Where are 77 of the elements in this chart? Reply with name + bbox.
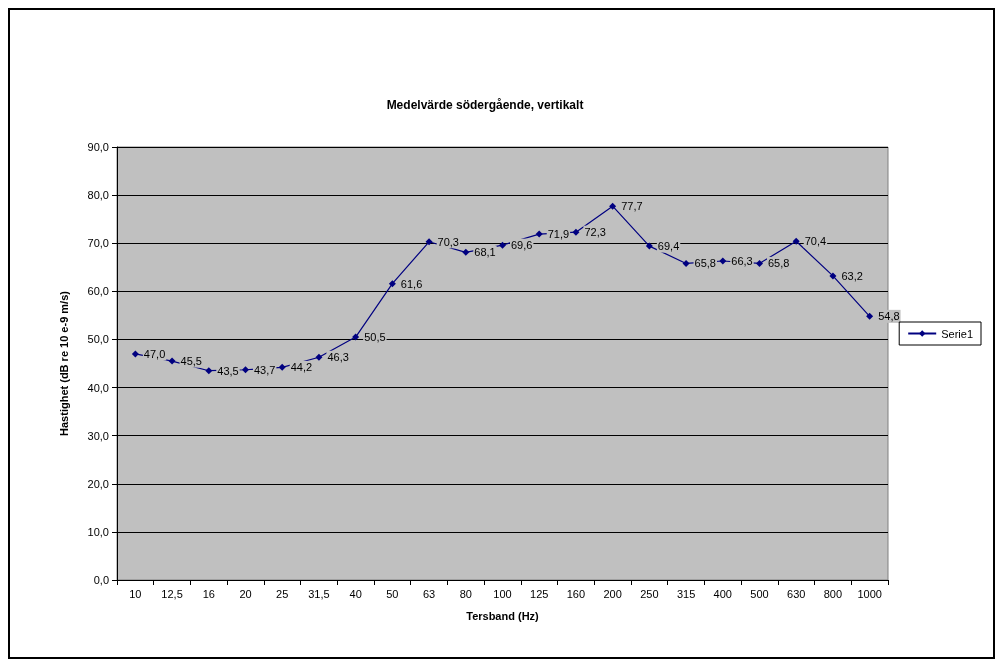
data-label: 43,5 — [217, 364, 239, 377]
x-tick-label: 63 — [422, 587, 436, 600]
x-tick-label: 1000 — [857, 587, 882, 600]
y-tick-label: 60,0 — [87, 285, 109, 298]
y-tick-label: 50,0 — [87, 333, 109, 346]
legend-label: Serie1 — [941, 327, 973, 340]
data-label: 47,0 — [143, 347, 166, 360]
point — [168, 357, 176, 365]
x-tick-label: 25 — [276, 587, 289, 600]
x-tick-label: 80 — [459, 587, 472, 600]
x-tick-label: 800 — [823, 587, 843, 600]
y-tick-label: 70,0 — [87, 237, 109, 250]
point — [535, 230, 543, 238]
x-tick-label: 40 — [349, 587, 362, 600]
point — [572, 228, 580, 236]
x-tick-label: 125 — [530, 587, 549, 600]
x-tick-label: 50 — [386, 587, 399, 600]
y-axis-title: Hastighet (dB re 10 e-9 m/s) — [57, 290, 70, 436]
point — [205, 367, 213, 375]
x-tick-label: 200 — [603, 587, 622, 600]
data-label: 44,2 — [290, 361, 313, 374]
point — [425, 238, 433, 246]
data-label: 69,4 — [657, 240, 680, 253]
x-tick-label: 16 — [202, 587, 215, 600]
data-label: 66,3 — [731, 255, 753, 268]
y-tick-label: 20,0 — [87, 477, 109, 490]
x-tick-label: 400 — [713, 587, 732, 600]
point — [682, 259, 690, 267]
x-tick-label: 10 — [129, 587, 142, 600]
data-label: 70,3 — [437, 235, 459, 248]
data-label: 63,2 — [841, 269, 863, 282]
x-tick-label: 630 — [787, 587, 806, 600]
point — [352, 333, 360, 341]
data-label: 45,5 — [180, 355, 202, 368]
x-axis-title: Tersband (Hz) — [466, 609, 540, 622]
point — [609, 202, 617, 210]
data-label: 43,7 — [254, 363, 276, 376]
point — [499, 241, 506, 249]
point — [756, 259, 763, 267]
point — [719, 257, 727, 265]
data-label: 61,6 — [400, 277, 423, 290]
point — [242, 366, 249, 374]
y-tick-label: 10,0 — [87, 525, 109, 538]
x-tick-label: 250 — [640, 587, 659, 600]
data-label: 46,3 — [327, 351, 349, 364]
point — [462, 248, 470, 256]
data-label: 68,1 — [474, 246, 496, 259]
data-label: 65,8 — [768, 257, 790, 270]
y-tick-label: 30,0 — [87, 429, 109, 442]
point — [792, 237, 800, 245]
data-label: 69,6 — [511, 239, 533, 252]
data-label: 50,5 — [364, 331, 386, 344]
point — [829, 272, 837, 280]
y-tick-label: 80,0 — [87, 189, 109, 202]
y-tick-label: 90,0 — [87, 141, 109, 153]
data-label: 71,9 — [547, 228, 570, 241]
data-label: 70,4 — [804, 235, 827, 248]
y-tick-label: 0,0 — [93, 574, 109, 586]
data-label: 72,3 — [584, 226, 606, 239]
chart-title: Medelvärde södergående, vertikalt — [386, 98, 584, 112]
x-tick-label: 12,5 — [161, 587, 183, 600]
point — [315, 353, 323, 361]
x-tick-label: 500 — [750, 587, 769, 600]
x-tick-label: 315 — [676, 587, 696, 600]
x-tick-label: 20 — [239, 587, 252, 600]
x-tick-label: 31,5 — [308, 587, 330, 600]
x-tick-label: 100 — [493, 587, 512, 600]
x-tick-label: 160 — [566, 587, 586, 600]
data-label: 77,7 — [621, 200, 643, 213]
point — [278, 363, 286, 371]
point — [866, 312, 874, 320]
y-tick-label: 40,0 — [87, 381, 109, 394]
data-label: 54,8 — [878, 310, 900, 323]
data-label: 65,8 — [694, 257, 716, 270]
point — [131, 350, 139, 358]
point — [388, 280, 396, 288]
point — [645, 242, 653, 250]
